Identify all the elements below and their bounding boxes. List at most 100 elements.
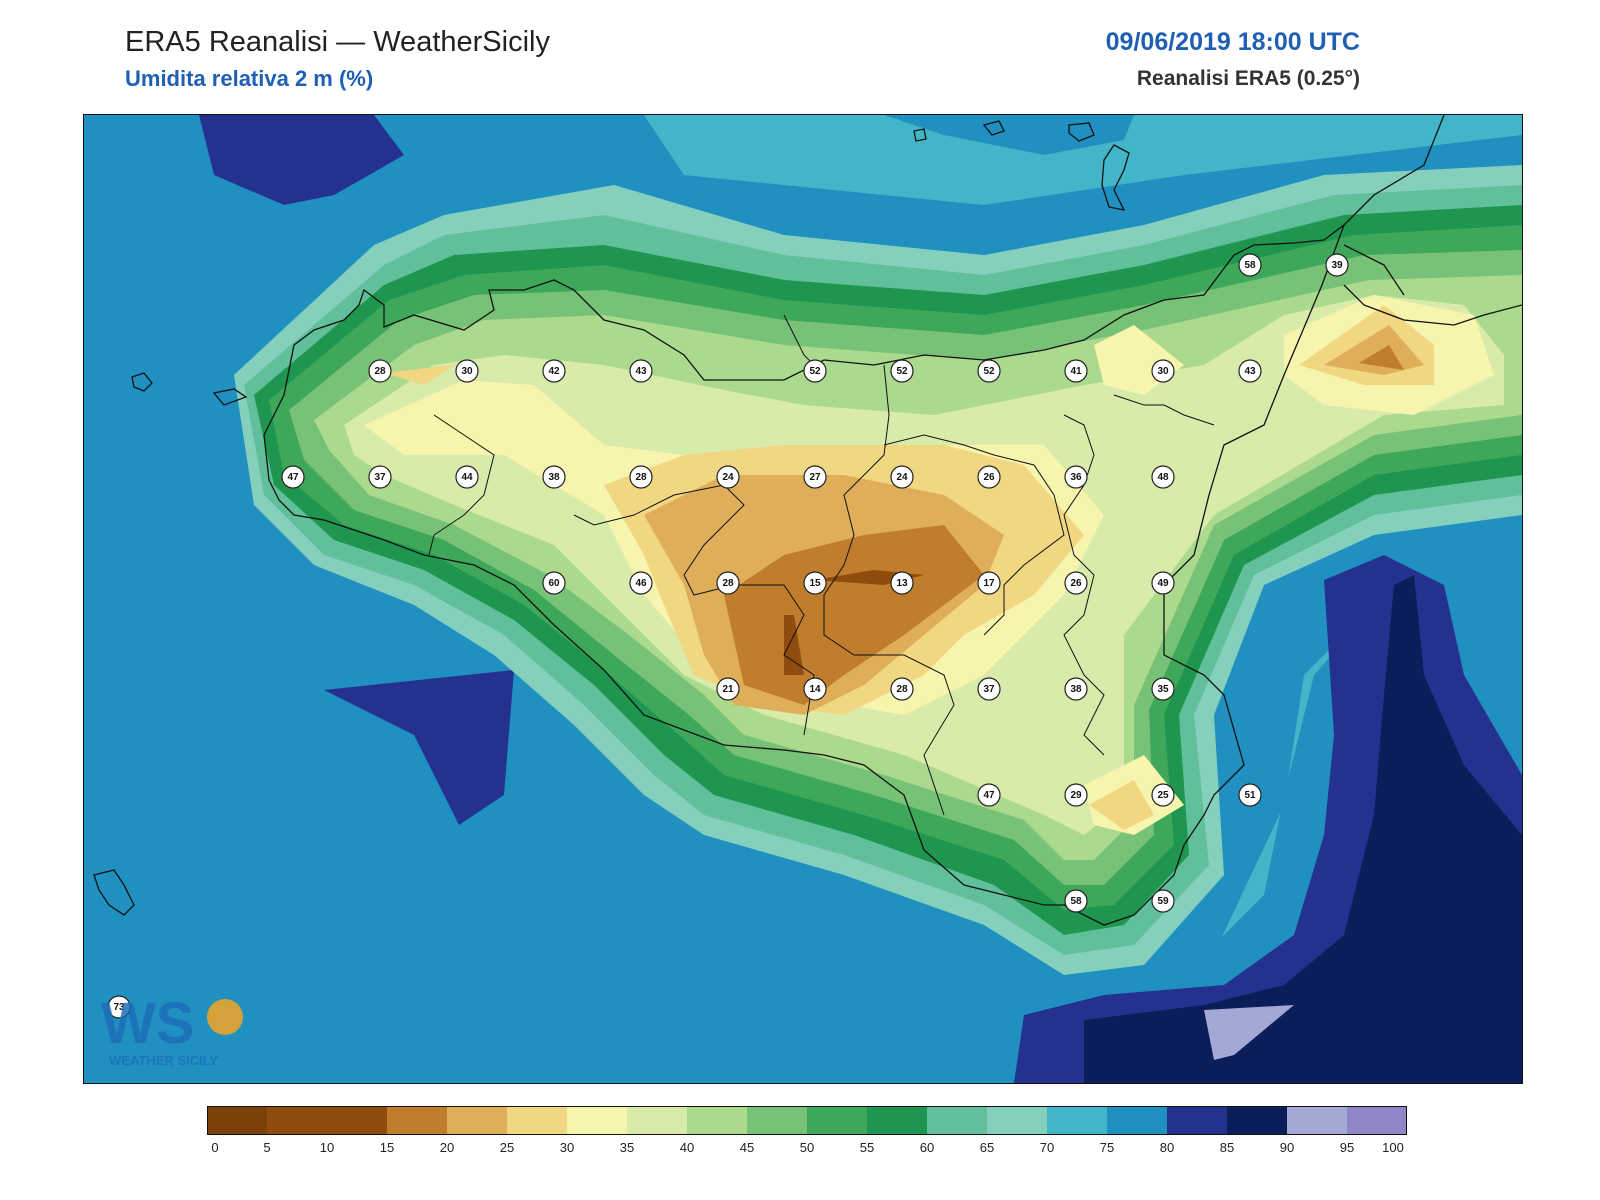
colorbar-cell — [1047, 1106, 1108, 1134]
station-marker: 39 — [1325, 253, 1349, 277]
station-value: 43 — [635, 366, 647, 377]
station-marker: 59 — [1151, 889, 1175, 913]
station-circle — [542, 571, 566, 595]
colorbar-cell — [867, 1106, 928, 1134]
station-circle — [803, 465, 827, 489]
station-circle — [977, 571, 1001, 595]
station-marker: 29 — [1064, 783, 1088, 807]
station-circle — [455, 465, 479, 489]
station-value: 29 — [1070, 790, 1082, 801]
station-value: 52 — [809, 366, 821, 377]
station-circle — [1064, 889, 1088, 913]
station-marker: 73 — [107, 995, 131, 1019]
salina-island — [1068, 122, 1095, 142]
colorbar-tick-label: 45 — [740, 1140, 754, 1155]
chart-title: ERA5 Reanalisi — WeatherSicily — [125, 26, 550, 58]
station-circle — [1064, 465, 1088, 489]
station-value: 26 — [983, 472, 995, 483]
station-circle — [1064, 783, 1088, 807]
colorbar-tick-label: 40 — [680, 1140, 694, 1155]
colorbar-cell — [927, 1106, 988, 1134]
station-value: 30 — [1157, 366, 1169, 377]
colorbar-ticks: 0 5 10 15 20 25 30 35 40 45 50 55 60 65 70 75 80 85 90 95 10… — [211, 1140, 1403, 1155]
colorbar-cell — [687, 1106, 748, 1134]
station-marker: 30 — [1151, 359, 1175, 383]
station-circle — [803, 677, 827, 701]
station-value: 28 — [635, 472, 647, 483]
station-circle — [803, 359, 827, 383]
station-marker: 25 — [1151, 783, 1175, 807]
station-marker: 15 — [803, 571, 827, 595]
station-circle — [1151, 571, 1175, 595]
station-circle — [629, 359, 653, 383]
station-marker: 28 — [716, 571, 740, 595]
station-marker: 26 — [977, 465, 1001, 489]
station-marker: 28 — [629, 465, 653, 489]
station-circle — [368, 465, 392, 489]
colorbar-cell — [387, 1106, 448, 1134]
colorbar-tick-label: 75 — [1100, 1140, 1114, 1155]
colorbar-tick-label: 35 — [620, 1140, 634, 1155]
colorbar-cell — [1227, 1106, 1288, 1134]
station-marker: 60 — [542, 571, 566, 595]
colorbar-frame — [207, 1106, 1407, 1135]
station-circle — [716, 677, 740, 701]
station-marker: 52 — [977, 359, 1001, 383]
station-marker: 27 — [803, 465, 827, 489]
station-circle — [1238, 359, 1262, 383]
station-circle — [890, 571, 914, 595]
station-marker: 35 — [1151, 677, 1175, 701]
station-value: 28 — [374, 366, 386, 377]
station-marker: 28 — [368, 359, 392, 383]
station-value: 25 — [1157, 790, 1169, 801]
station-value: 47 — [983, 790, 995, 801]
station-marker: 52 — [890, 359, 914, 383]
pantelleria-island — [93, 869, 135, 916]
colorbar-tick-label: 90 — [1280, 1140, 1294, 1155]
colorbar-tick-label: 70 — [1040, 1140, 1054, 1155]
station-circle — [977, 359, 1001, 383]
station-marker: 36 — [1064, 465, 1088, 489]
data-source-label: Reanalisi ERA5 (0.25°) — [1136, 67, 1360, 90]
station-circle — [1064, 677, 1088, 701]
station-circle — [890, 465, 914, 489]
station-marker: 38 — [542, 465, 566, 489]
station-circle — [890, 677, 914, 701]
logo-mark: WS WEATHER SICILY — [101, 991, 243, 1068]
station-circle — [716, 465, 740, 489]
station-value: 27 — [809, 472, 821, 483]
station-marker: 44 — [455, 465, 479, 489]
station-value: 24 — [722, 472, 734, 483]
station-value: 59 — [1157, 896, 1169, 907]
province-borders — [428, 314, 1215, 816]
station-circle — [977, 677, 1001, 701]
station-marker: 24 — [890, 465, 914, 489]
station-circle — [455, 359, 479, 383]
station-marker: 26 — [1064, 571, 1088, 595]
calabria-coastline — [1343, 115, 1445, 226]
favignana-island — [212, 388, 248, 406]
station-circle — [368, 359, 392, 383]
station-circle — [1151, 465, 1175, 489]
weathersicily-logo: WS WEATHER SICILY — [97, 985, 257, 1075]
station-circle — [1151, 677, 1175, 701]
station-marker: 58 — [1238, 253, 1262, 277]
colorbar-tick-label: 0 — [211, 1140, 218, 1155]
station-circle — [629, 465, 653, 489]
colorbar-tick-label: 100 — [1382, 1140, 1404, 1155]
station-circle — [977, 465, 1001, 489]
colorbar-tick-label: 65 — [980, 1140, 994, 1155]
station-circle — [542, 359, 566, 383]
coastline — [93, 115, 1522, 926]
station-marker: 42 — [542, 359, 566, 383]
station-value: 30 — [461, 366, 473, 377]
colorbar-cell — [567, 1106, 628, 1134]
station-value: 39 — [1331, 260, 1343, 271]
station-marker: 49 — [1151, 571, 1175, 595]
colorbar-cells — [207, 1106, 1408, 1135]
colorbar-canvas: 0 5 10 15 20 25 30 35 40 45 50 55 60 65 70 75 80 85 90 95 10… — [207, 1106, 1408, 1155]
colorbar-cell — [807, 1106, 868, 1134]
station-value: 43 — [1244, 366, 1256, 377]
station-circle — [629, 571, 653, 595]
marettimo-island — [131, 372, 153, 392]
